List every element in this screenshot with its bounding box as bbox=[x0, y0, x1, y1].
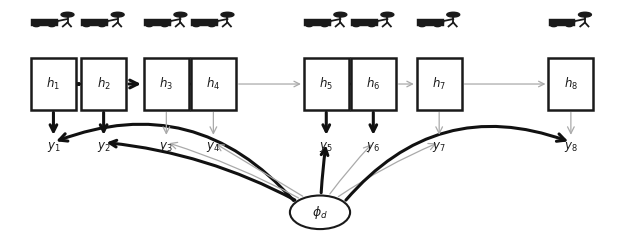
Circle shape bbox=[33, 25, 39, 27]
Circle shape bbox=[209, 25, 214, 27]
Circle shape bbox=[369, 25, 374, 27]
Circle shape bbox=[381, 12, 394, 17]
Text: $y_7$: $y_7$ bbox=[432, 140, 446, 154]
Text: $y_8$: $y_8$ bbox=[564, 140, 578, 154]
FancyBboxPatch shape bbox=[417, 58, 461, 110]
Text: $h_2$: $h_2$ bbox=[97, 76, 111, 92]
FancyBboxPatch shape bbox=[191, 58, 236, 110]
Text: $y_4$: $y_4$ bbox=[206, 140, 220, 154]
Ellipse shape bbox=[290, 195, 350, 229]
FancyBboxPatch shape bbox=[351, 20, 377, 25]
Circle shape bbox=[447, 12, 460, 17]
Circle shape bbox=[111, 12, 124, 17]
FancyBboxPatch shape bbox=[548, 20, 574, 25]
Circle shape bbox=[419, 25, 425, 27]
Text: $h_5$: $h_5$ bbox=[319, 76, 333, 92]
Circle shape bbox=[174, 12, 187, 17]
Text: $h_1$: $h_1$ bbox=[47, 76, 60, 92]
Text: $y_5$: $y_5$ bbox=[319, 140, 333, 154]
Circle shape bbox=[84, 25, 90, 27]
Circle shape bbox=[306, 25, 312, 27]
FancyBboxPatch shape bbox=[417, 20, 443, 25]
Circle shape bbox=[435, 25, 440, 27]
Circle shape bbox=[221, 12, 234, 17]
Text: $h_8$: $h_8$ bbox=[564, 76, 578, 92]
Circle shape bbox=[551, 25, 557, 27]
Circle shape bbox=[147, 25, 152, 27]
Circle shape bbox=[193, 25, 199, 27]
FancyBboxPatch shape bbox=[31, 58, 76, 110]
Text: $y_6$: $y_6$ bbox=[366, 140, 380, 154]
Text: $h_7$: $h_7$ bbox=[432, 76, 446, 92]
FancyBboxPatch shape bbox=[304, 20, 330, 25]
Circle shape bbox=[49, 25, 55, 27]
Circle shape bbox=[322, 25, 328, 27]
FancyBboxPatch shape bbox=[81, 58, 126, 110]
Text: $h_3$: $h_3$ bbox=[159, 76, 173, 92]
FancyBboxPatch shape bbox=[304, 58, 349, 110]
FancyBboxPatch shape bbox=[144, 58, 189, 110]
Circle shape bbox=[334, 12, 347, 17]
Text: $y_2$: $y_2$ bbox=[97, 140, 111, 154]
Text: $h_4$: $h_4$ bbox=[206, 76, 221, 92]
Circle shape bbox=[162, 25, 168, 27]
Text: $y_3$: $y_3$ bbox=[159, 140, 173, 154]
FancyBboxPatch shape bbox=[548, 58, 593, 110]
Circle shape bbox=[353, 25, 359, 27]
Text: $h_6$: $h_6$ bbox=[366, 76, 380, 92]
FancyBboxPatch shape bbox=[144, 20, 170, 25]
Circle shape bbox=[99, 25, 105, 27]
Circle shape bbox=[566, 25, 572, 27]
FancyBboxPatch shape bbox=[191, 20, 217, 25]
FancyBboxPatch shape bbox=[351, 58, 396, 110]
Text: $\phi_d$: $\phi_d$ bbox=[312, 204, 328, 221]
FancyBboxPatch shape bbox=[31, 20, 57, 25]
Circle shape bbox=[61, 12, 74, 17]
Circle shape bbox=[579, 12, 591, 17]
FancyBboxPatch shape bbox=[81, 20, 107, 25]
Text: $y_1$: $y_1$ bbox=[47, 140, 60, 154]
